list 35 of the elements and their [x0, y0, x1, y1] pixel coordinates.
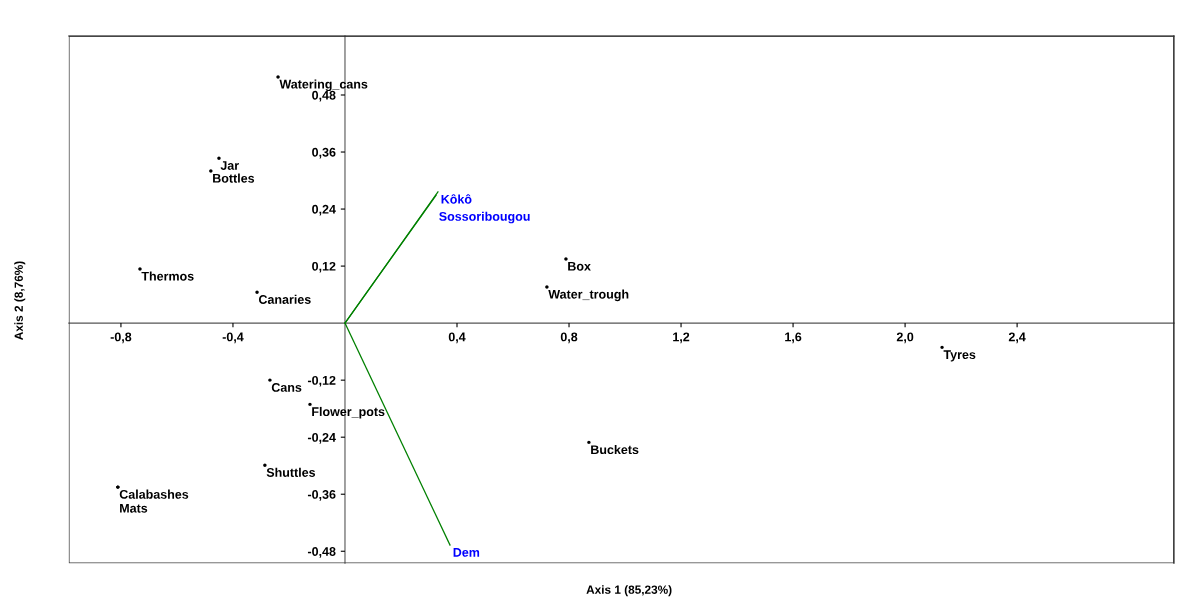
annotation: Bottles	[213, 173, 255, 183]
x-tick-label: -0,4	[222, 332, 244, 344]
x-axis-title: Axis 1 (85,23%)	[586, 585, 672, 597]
series-label: Kôkô	[441, 194, 472, 204]
x-tick-label: 1,6	[785, 332, 802, 344]
x-tick-label: -0,8	[110, 332, 132, 344]
y-tick-label: -0,48	[307, 547, 336, 558]
x-tick-label: 1,2	[673, 332, 690, 344]
y-axis-title: Axis 2 (8,76%)	[14, 261, 26, 340]
annotation: Water_trough	[548, 289, 629, 302]
x-tick-label: 2,0	[896, 332, 914, 344]
annotation: Flower_pots	[312, 406, 385, 419]
annotation: Canaries	[258, 294, 311, 304]
y-tick-label: -0,12	[307, 375, 336, 387]
annotation: Tyres	[943, 350, 976, 362]
annotation: Watering_cans	[279, 79, 368, 92]
y-tick-label: 0,48	[312, 90, 336, 102]
annotation: Buckets	[591, 444, 639, 455]
series-label: Sossoribougou	[439, 211, 530, 224]
annotation: Box	[568, 261, 591, 271]
series-label: Dem	[453, 548, 480, 557]
annotation: Cans	[271, 382, 302, 392]
annotation: Shuttles	[266, 467, 316, 477]
y-tick-label: -0,36	[307, 490, 336, 501]
annotation: Calabashes	[119, 489, 189, 499]
annotation: Mats	[120, 503, 148, 513]
annotation: Jar	[220, 161, 239, 170]
y-tick-label: -0,24	[307, 432, 336, 444]
x-tick-label: 0,4	[448, 332, 466, 344]
y-tick-label: 0,12	[312, 261, 336, 273]
y-tick-label: 0,24	[312, 204, 336, 216]
y-tick-label: 0,36	[312, 147, 336, 159]
x-tick-label: 0,8	[560, 332, 578, 344]
x-tick-label: 2,4	[1008, 332, 1026, 344]
annotation: Thermos	[141, 271, 194, 281]
